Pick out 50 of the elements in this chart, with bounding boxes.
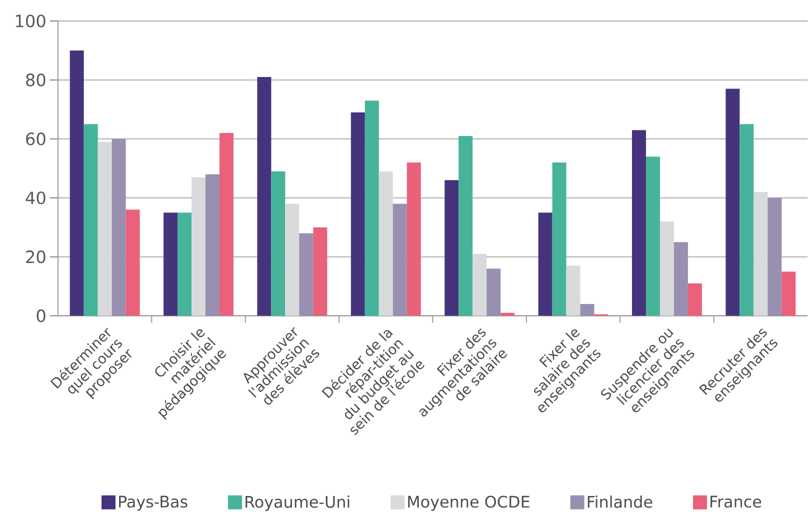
bar bbox=[472, 254, 487, 316]
bar bbox=[313, 228, 328, 316]
y-tick-label: 100 bbox=[16, 14, 46, 28]
bar bbox=[740, 124, 754, 316]
legend-label: Pays-Bas bbox=[119, 496, 188, 511]
bar bbox=[98, 142, 112, 316]
bar bbox=[768, 198, 782, 316]
bar bbox=[257, 77, 272, 316]
bar bbox=[84, 124, 98, 316]
bar bbox=[782, 272, 796, 316]
bar bbox=[726, 88, 740, 316]
bar bbox=[392, 204, 407, 316]
bar bbox=[70, 50, 84, 316]
bar bbox=[566, 266, 580, 316]
y-tick-label: 80 bbox=[26, 74, 46, 86]
bar bbox=[219, 133, 234, 316]
bar bbox=[674, 242, 688, 316]
y-tick-label: 20 bbox=[26, 250, 46, 264]
bar bbox=[754, 192, 768, 316]
bar bbox=[192, 177, 206, 316]
bar bbox=[538, 212, 552, 316]
bar bbox=[378, 172, 393, 316]
bar bbox=[364, 100, 379, 316]
bar bbox=[206, 174, 220, 316]
bar bbox=[350, 112, 365, 316]
bar bbox=[285, 204, 300, 316]
bar bbox=[178, 212, 192, 316]
legend-label: Royaume-Uni bbox=[246, 496, 350, 512]
bar bbox=[126, 210, 140, 316]
y-tick-label: 60 bbox=[26, 132, 46, 146]
bar bbox=[646, 156, 660, 316]
bar bbox=[444, 180, 459, 316]
bar bbox=[112, 139, 126, 316]
bar bbox=[486, 268, 501, 316]
bar bbox=[688, 284, 702, 316]
legend-label: Moyenne OCDE bbox=[408, 496, 530, 511]
bar bbox=[632, 130, 646, 316]
legend-label: France bbox=[710, 496, 762, 508]
bar bbox=[271, 172, 286, 316]
bar bbox=[299, 233, 314, 316]
bar bbox=[580, 304, 594, 316]
y-tick-label: 40 bbox=[26, 192, 46, 204]
bar bbox=[660, 222, 674, 316]
bar bbox=[406, 162, 421, 316]
y-tick-label: 0 bbox=[36, 310, 46, 322]
bar bbox=[552, 162, 566, 316]
bar bbox=[500, 313, 515, 316]
legend-label: Finlande bbox=[588, 496, 652, 508]
bar bbox=[164, 212, 178, 316]
bar bbox=[458, 136, 473, 316]
